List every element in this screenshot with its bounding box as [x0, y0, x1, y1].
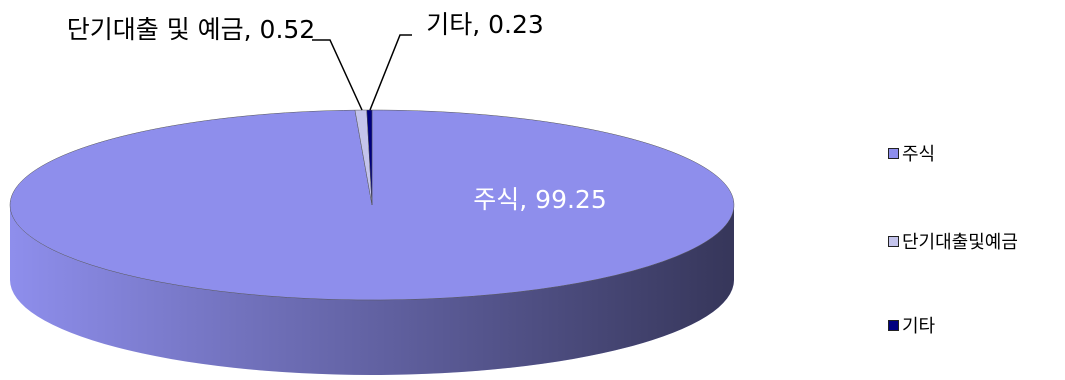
legend-item: 주식 — [888, 140, 935, 166]
leader-line — [312, 39, 363, 111]
legend-swatch — [888, 235, 899, 247]
data-label: 단기대출 및 예금, 0.52 — [66, 15, 316, 44]
legend-label: 단기대출및예금 — [902, 232, 1018, 253]
side-shade — [10, 205, 734, 375]
data-label: 주식, 99.25 — [473, 185, 607, 214]
slice — [366, 109, 373, 206]
legend-label: 기타 — [902, 316, 936, 337]
data-label: 기타, 0.23 — [426, 10, 544, 39]
legend-item: 기타 — [888, 312, 935, 338]
legend-swatch — [888, 147, 899, 159]
legend-label: 주식 — [902, 144, 936, 165]
legend-item: 단기대출및예금 — [888, 228, 1018, 254]
legend-swatch — [888, 319, 899, 331]
leader-line — [369, 34, 412, 111]
